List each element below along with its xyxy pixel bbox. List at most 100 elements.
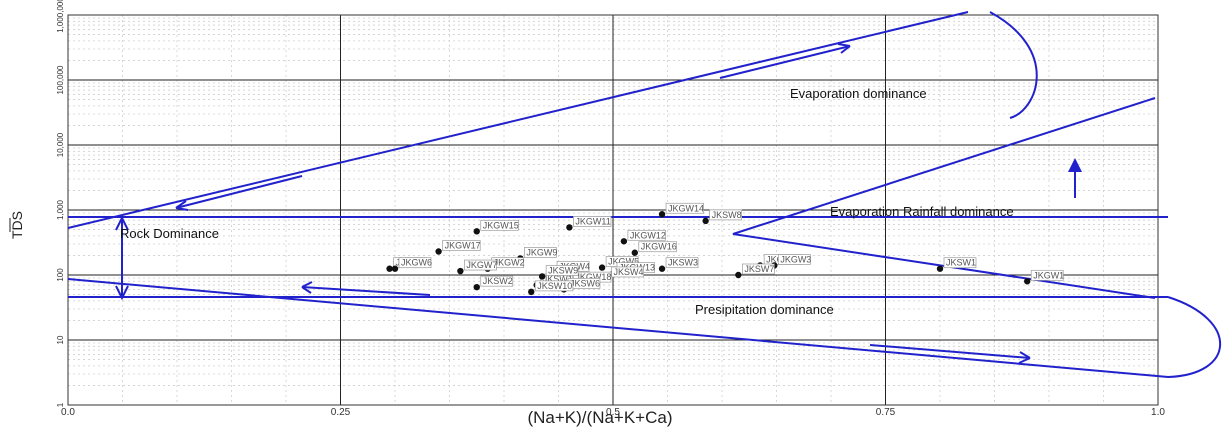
data-point (566, 224, 573, 231)
point-label-box (545, 265, 579, 276)
data-point-group: JKGW14 (658, 202, 704, 218)
annotation-rock: Rock Dominance (120, 226, 219, 241)
data-point (658, 265, 666, 272)
point-label-box (627, 229, 666, 241)
point-label-box (665, 202, 704, 214)
y-axis-label: TDS (9, 211, 25, 239)
annotation-evaporation: Evaporation dominance (790, 86, 927, 101)
point-label: JKGW15 (483, 220, 519, 230)
data-point-group: JKGW17 (435, 240, 481, 255)
data-point (473, 228, 480, 235)
data-point-group: JKGW12 (620, 229, 666, 245)
arrow-up-right-side (1068, 158, 1082, 198)
upper-right-loop (989, 11, 1038, 119)
y-tick-label: 100 (56, 268, 65, 282)
point-label-box (480, 275, 514, 287)
data-point (386, 265, 393, 272)
data-point (658, 211, 666, 218)
data-point-group: JKSW8 (702, 209, 743, 225)
x-ticks: 0.0 0.25 0.5 0.75 1.0 (61, 407, 1165, 418)
data-point (435, 248, 442, 255)
point-label: JKGW11 (575, 216, 610, 226)
x-tick-label: 1.0 (1151, 407, 1165, 418)
sample-points: JKGW14 JKSW8 JKGW15 JKGW11 JKGW12 JKGW16 JKGW1… (386, 202, 1064, 296)
point-label-box (741, 263, 775, 275)
point-label-box (480, 219, 519, 231)
data-point (598, 264, 606, 271)
point-label: JKGW17 (445, 240, 481, 250)
point-label: JKSW1 (543, 274, 573, 284)
lower-right-loop (1167, 296, 1222, 378)
point-label-box (398, 257, 432, 269)
data-point-group: JKGW6 (391, 257, 432, 272)
point-label: JKGW6 (401, 258, 432, 268)
point-label: JKSW9 (548, 265, 578, 275)
arrow-down-left-upper (175, 175, 303, 211)
point-label: JKGW7 (466, 260, 497, 270)
point-label: JKSW2 (483, 276, 513, 286)
lower-boundary-curve (67, 278, 1169, 378)
point-label: JKSW3 (668, 258, 698, 268)
point-label-box (534, 280, 574, 292)
point-label: JKSW6 (570, 278, 600, 288)
data-point-group: JKGW16 (631, 241, 677, 256)
data-point (391, 265, 399, 272)
point-label-box (523, 247, 557, 258)
data-point (631, 249, 638, 256)
point-label-box (777, 254, 811, 265)
y-tick-label: 100,000 (56, 65, 65, 94)
point-label: JKGW2 (494, 258, 525, 268)
data-point-group: JKSW2 (473, 275, 514, 291)
x-tick-label: 0.5 (606, 407, 620, 418)
data-point (1023, 278, 1031, 285)
x-tick-label: 0.25 (331, 407, 351, 418)
point-label: JKGW12 (630, 230, 666, 240)
point-label: JKSW7 (744, 264, 774, 274)
point-label-box (943, 257, 977, 269)
data-point (936, 265, 944, 272)
point-label: JKGW5 (608, 257, 639, 267)
point-label-box (573, 216, 612, 227)
y-tick-label: 10,000 (56, 132, 65, 157)
direction-arrows (115, 43, 1082, 364)
data-point-group: JKGW1 (1023, 269, 1064, 285)
y-tick-label: 10 (56, 335, 65, 344)
data-point (735, 271, 742, 279)
x-tick-label: 0.75 (876, 407, 896, 418)
point-label: JKGW18 (575, 272, 611, 282)
point-label: JKGW14 (668, 203, 704, 213)
y-tick-label: 1,000,000 (56, 0, 65, 33)
right-chevron (732, 97, 1156, 299)
data-point-group: JKSW9 (538, 265, 579, 280)
data-point-group: JKSW7 (735, 263, 775, 279)
data-point-group: JKGW7 (457, 259, 497, 275)
y-tick-label: 1,000 (56, 199, 65, 220)
y-tick-label: 1 (56, 402, 65, 407)
point-label-box (442, 240, 481, 251)
data-point (620, 238, 628, 245)
arrow-up-right-upper (719, 43, 851, 79)
point-label-box (1030, 269, 1064, 281)
data-point-group: JKGW11 (566, 216, 612, 231)
x-tick-label: 0.0 (61, 407, 75, 418)
y-ticks: 1 10 100 1,000 10,000 100,000 1,000,000 (56, 0, 65, 407)
point-label: JKSW8 (712, 210, 742, 220)
point-label: JKGW9 (526, 247, 557, 257)
point-label-box (611, 266, 644, 278)
annotation-precipitation: Presipitation dominance (695, 302, 834, 317)
arrow-right-lower (869, 344, 1031, 364)
data-point (528, 288, 535, 296)
point-label-box (464, 259, 497, 271)
data-point-group: JKGW15 (473, 219, 519, 235)
point-label: JKSW10 (537, 281, 572, 291)
data-point (538, 273, 546, 280)
point-label: JKGW1 (1033, 270, 1064, 280)
plot-frame (67, 14, 1159, 406)
point-label: JKGW3 (780, 255, 811, 265)
annotation-evaporation-rainfall: Evaporation Rainfall dominance (830, 204, 1014, 219)
upper-boundary-curve (67, 11, 969, 229)
point-label-box (709, 209, 743, 221)
arrow-left-lower (301, 281, 431, 296)
gibbs-boundary (67, 11, 1222, 378)
